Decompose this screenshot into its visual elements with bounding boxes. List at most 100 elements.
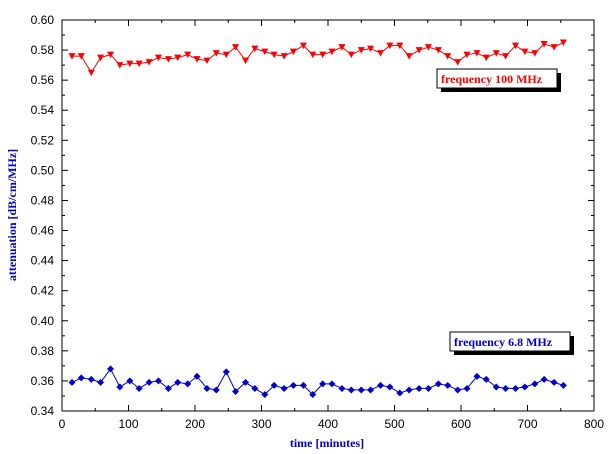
- data-point: [135, 384, 143, 392]
- data-point: [299, 381, 307, 389]
- data-point: [482, 54, 490, 62]
- x-tick-label: 500: [384, 417, 404, 431]
- data-point: [135, 60, 143, 68]
- y-tick-label: 0.34: [31, 404, 55, 418]
- data-point: [512, 384, 520, 392]
- data-point: [444, 53, 452, 60]
- data-point: [184, 51, 192, 59]
- x-tick-label: 600: [451, 417, 471, 431]
- legend-label: frequency 6.8 MHz: [454, 335, 553, 349]
- legend-box: frequency 6.8 MHz: [449, 331, 574, 355]
- data-point: [270, 51, 278, 59]
- data-point: [203, 57, 211, 65]
- x-axis-title: time [minutes]: [290, 436, 364, 450]
- data-point: [174, 54, 182, 62]
- data-point: [559, 381, 567, 389]
- data-point: [434, 380, 442, 388]
- data-point: [396, 42, 404, 50]
- data-point: [319, 380, 327, 388]
- data-point: [463, 51, 471, 59]
- legend-box: frequency 100 MHz: [436, 68, 561, 92]
- data-point: [107, 365, 115, 373]
- data-point: [145, 378, 153, 386]
- data-point: [280, 384, 288, 392]
- legends: frequency 100 MHz frequency 6.8 MHz: [436, 68, 574, 355]
- y-tick-label: 0.60: [31, 13, 55, 27]
- legend-frame: [449, 331, 571, 352]
- data-point: [473, 50, 481, 57]
- data-point: [550, 378, 558, 386]
- legend-label: frequency 100 MHz: [441, 72, 543, 86]
- data-point: [242, 57, 250, 65]
- data-point: [540, 375, 548, 383]
- data-point: [502, 53, 510, 60]
- y-tick-label: 0.42: [31, 284, 55, 298]
- data-point: [492, 383, 500, 391]
- data-point: [386, 42, 394, 50]
- y-tick-label: 0.54: [31, 103, 55, 117]
- data-point: [521, 48, 529, 56]
- data-point: [367, 386, 375, 394]
- y-tick-label: 0.44: [31, 254, 55, 268]
- y-tick-label: 0.40: [31, 314, 55, 328]
- data-point: [357, 386, 365, 394]
- data-point: [261, 48, 269, 56]
- data-point: [97, 378, 105, 386]
- data-point: [367, 45, 375, 53]
- x-tick-label: 0: [59, 417, 66, 431]
- data-point: [444, 381, 452, 389]
- y-tick-label: 0.50: [31, 163, 55, 177]
- y-tick-label: 0.36: [31, 374, 55, 388]
- data-point: [473, 372, 481, 380]
- data-point: [502, 384, 510, 392]
- data-point: [357, 47, 365, 54]
- data-point: [203, 384, 211, 392]
- data-point: [328, 48, 336, 56]
- data-point: [289, 48, 297, 56]
- data-point: [193, 56, 201, 63]
- data-point: [492, 50, 500, 57]
- data-point: [193, 372, 201, 380]
- series-line: [72, 42, 564, 74]
- data-point: [87, 69, 95, 77]
- data-point: [87, 375, 95, 383]
- series-frequency-100mhz: [68, 39, 567, 77]
- data-point: [424, 44, 432, 51]
- data-point: [232, 44, 240, 51]
- data-point: [415, 384, 423, 392]
- data-point: [68, 378, 76, 386]
- data-point: [347, 51, 355, 59]
- data-point: [338, 44, 346, 51]
- data-point: [328, 380, 336, 388]
- y-tick-label: 0.56: [31, 73, 55, 87]
- y-tick-label: 0.38: [31, 344, 55, 358]
- data-point: [212, 50, 220, 57]
- data-point: [212, 386, 220, 394]
- data-point: [174, 378, 182, 386]
- data-point: [405, 53, 413, 60]
- data-point: [531, 50, 539, 57]
- axis-ticks: 0 100 200 300 400 500 600 700 800 0.34 0.36 0.38 0.4…: [31, 13, 605, 431]
- data-point: [512, 42, 520, 50]
- data-point: [126, 60, 134, 68]
- data-point: [347, 386, 355, 394]
- data-point: [261, 390, 269, 398]
- data-point: [299, 42, 307, 50]
- data-point: [222, 368, 230, 376]
- data-point: [550, 44, 558, 51]
- legend-frame: [436, 68, 558, 89]
- series-line: [71, 367, 564, 396]
- y-axis-title: attenuation [dB/cm/MHz]: [5, 149, 19, 281]
- data-point: [377, 381, 385, 389]
- data-point: [405, 386, 413, 394]
- data-point: [154, 377, 162, 385]
- data-point: [454, 386, 462, 394]
- data-point: [386, 383, 394, 391]
- data-point: [251, 384, 259, 392]
- data-point: [559, 39, 567, 47]
- y-tick-label: 0.52: [31, 133, 55, 147]
- data-point: [540, 41, 548, 48]
- data-point: [242, 378, 250, 386]
- data-point: [126, 377, 134, 385]
